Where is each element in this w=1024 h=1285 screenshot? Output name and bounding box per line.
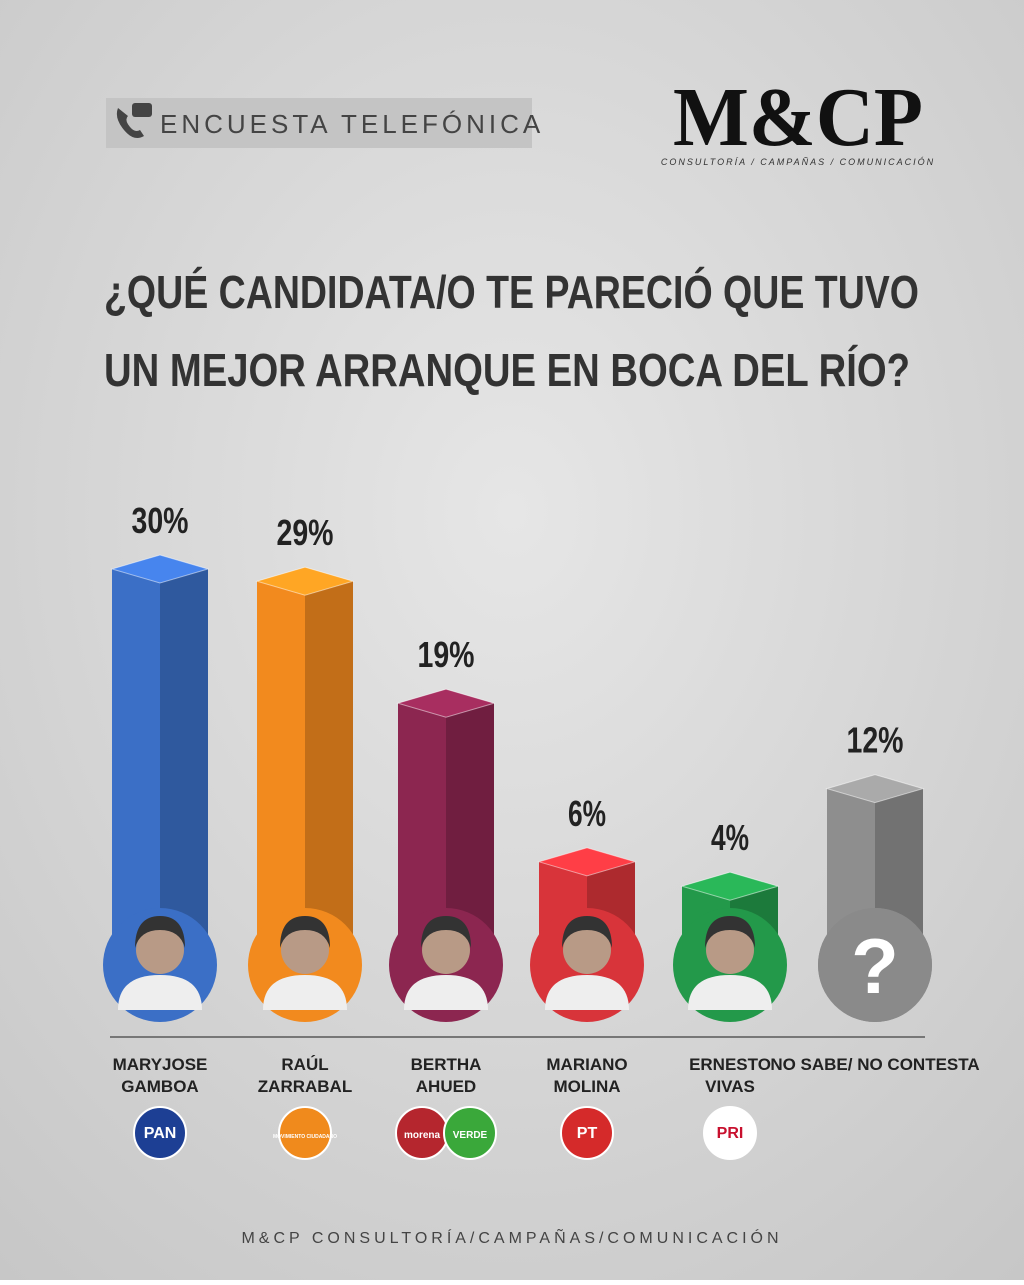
photo-hair <box>280 916 330 948</box>
badge-text: ENCUESTA TELEFÓNICA <box>160 109 544 139</box>
value-label: 19% <box>418 634 475 675</box>
logo-tagline: CONSULTORÍA / CAMPAÑAS / COMUNICACIÓN <box>661 157 935 167</box>
candidate-photo <box>103 908 217 1022</box>
party-logo-text: PRI <box>717 1125 744 1142</box>
photo-body <box>545 975 629 1010</box>
bar-top <box>255 566 355 596</box>
category-label: RAÚL ZARRABAL <box>258 1055 352 1096</box>
party-logo <box>560 1106 614 1160</box>
candidate-photo <box>673 908 787 1022</box>
photo-body <box>404 975 488 1010</box>
bar-top <box>680 871 780 901</box>
bar-top <box>110 554 210 584</box>
photo-hair <box>135 916 185 948</box>
chart-title: UN MEJOR ARRANQUE EN BOCA DEL RÍO? <box>104 344 910 396</box>
party-logo <box>703 1106 757 1160</box>
bar-face-left <box>112 569 160 975</box>
photo-face <box>136 926 184 974</box>
bar <box>110 554 210 975</box>
category-label: BERTHA AHUED <box>411 1055 482 1096</box>
photo-body <box>688 975 772 1010</box>
category-label: ERNESTO VIVAS <box>689 1055 771 1096</box>
photo-face <box>706 926 754 974</box>
photo-face <box>281 926 329 974</box>
party-logo-text: PT <box>577 1125 598 1142</box>
value-label: 30% <box>132 500 189 541</box>
photo-hair <box>562 916 612 948</box>
photo-face <box>422 926 470 974</box>
footer: M&CP CONSULTORÍA/CAMPAÑAS/COMUNICACIÓN <box>241 1227 782 1247</box>
category-label: MARYJOSE GAMBOA <box>113 1055 208 1096</box>
candidate-photo <box>530 908 644 1022</box>
bar-face-right <box>160 569 208 975</box>
badge-box <box>106 98 532 148</box>
photo-body <box>118 975 202 1010</box>
photo-face <box>563 926 611 974</box>
bar-top <box>825 774 925 804</box>
photo-hair <box>705 916 755 948</box>
photo-hair <box>421 916 471 948</box>
chart-title: ¿QUÉ CANDIDATA/O TE PARECIÓ QUE TUVO <box>104 266 919 318</box>
bar-top <box>396 688 496 718</box>
party-logo <box>443 1106 497 1160</box>
party-logo-text: VERDE <box>453 1130 488 1141</box>
photo-body <box>263 975 347 1010</box>
phone-icon <box>116 103 152 138</box>
bar-top <box>537 847 637 877</box>
photo-bg <box>818 908 932 1022</box>
logo: M&CP <box>673 71 923 164</box>
value-label: 12% <box>847 720 904 761</box>
party-logo-text: PAN <box>144 1125 177 1142</box>
category-label: NO SABE/ NO CONTESTA <box>770 1055 979 1074</box>
candidate-photo: ? <box>818 908 932 1022</box>
party-logo-text: morena <box>404 1130 441 1141</box>
unknown-mark: ? <box>851 922 899 1010</box>
value-label: 4% <box>711 817 749 858</box>
category-label: MARIANO MOLINA <box>546 1055 627 1096</box>
value-label: 29% <box>277 512 334 553</box>
party-logo <box>133 1106 187 1160</box>
candidate-photo <box>248 908 362 1022</box>
candidate-photo <box>389 908 503 1022</box>
party-logo-text: MOVIMIENTO CIUDADANO <box>273 1134 337 1140</box>
party-logo <box>278 1106 332 1160</box>
value-label: 6% <box>568 793 606 834</box>
